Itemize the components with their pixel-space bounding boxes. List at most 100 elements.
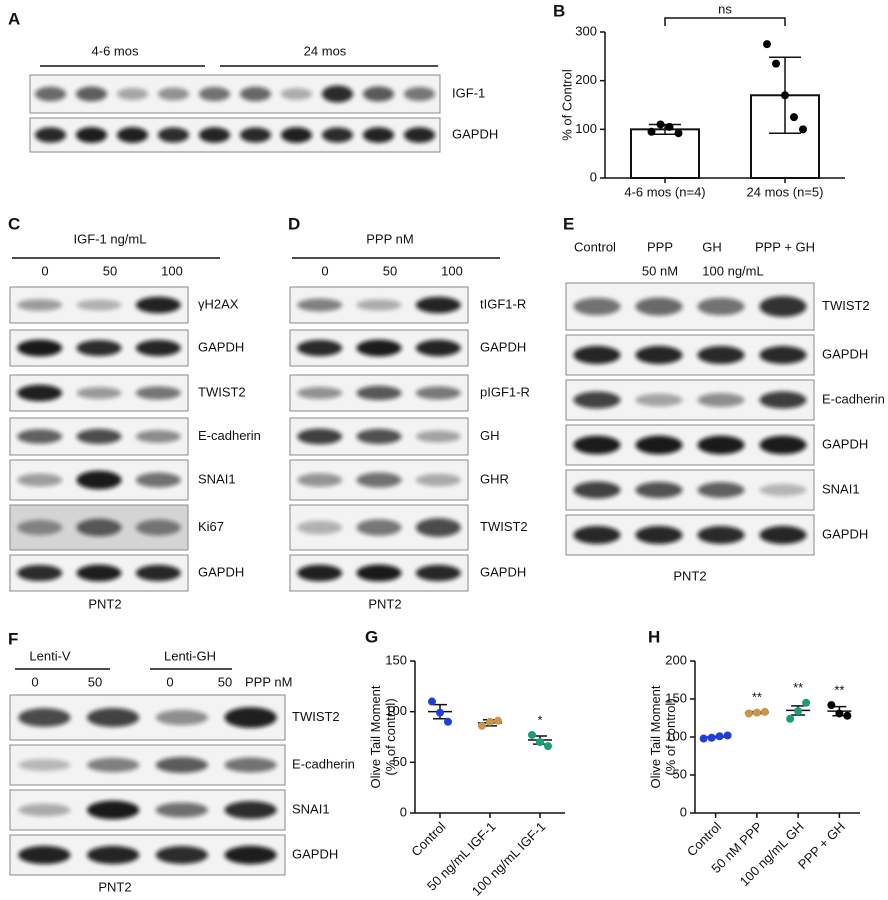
band bbox=[635, 481, 683, 499]
group-label: Lenti-V bbox=[29, 648, 71, 663]
data-point bbox=[799, 125, 807, 134]
band bbox=[759, 435, 807, 455]
band bbox=[759, 391, 807, 409]
band bbox=[87, 707, 140, 728]
panel-letter: F bbox=[8, 629, 18, 648]
band bbox=[635, 345, 683, 365]
band bbox=[17, 473, 63, 487]
blot-label: E-cadherin bbox=[822, 391, 885, 406]
lane-title: PPP nM bbox=[245, 674, 292, 689]
blot-label: TWIST2 bbox=[822, 298, 870, 313]
band bbox=[759, 346, 807, 364]
band bbox=[157, 127, 190, 143]
blot-label: E-cadherin bbox=[198, 428, 261, 443]
band bbox=[135, 386, 181, 400]
band bbox=[239, 127, 272, 143]
data-point bbox=[794, 707, 803, 716]
band bbox=[17, 339, 63, 357]
data-point bbox=[428, 697, 436, 706]
band bbox=[75, 127, 108, 143]
panel-letter: H bbox=[648, 627, 660, 646]
band bbox=[635, 393, 683, 407]
band bbox=[759, 296, 807, 317]
band bbox=[415, 473, 461, 487]
band bbox=[321, 85, 354, 103]
band bbox=[116, 127, 149, 143]
lane-label: PPP bbox=[647, 239, 673, 254]
data-point bbox=[528, 730, 536, 739]
band bbox=[18, 803, 71, 817]
blot-label: SNAI1 bbox=[198, 471, 236, 486]
ns-bracket bbox=[664, 17, 786, 26]
panel-letter: B bbox=[553, 1, 565, 20]
panel-letter: G bbox=[365, 627, 378, 646]
band bbox=[76, 428, 122, 445]
group-label: 24 mos bbox=[304, 43, 347, 58]
blot-label: GAPDH bbox=[822, 346, 868, 361]
blot-label: SNAI1 bbox=[292, 801, 330, 816]
significance-label: ** bbox=[752, 689, 762, 704]
band bbox=[116, 87, 149, 101]
blot-label: SNAI1 bbox=[822, 481, 860, 496]
lane-label: PPP + GH bbox=[755, 239, 815, 254]
data-point bbox=[707, 733, 716, 742]
blot-label: GAPDH bbox=[480, 564, 526, 579]
lane-label: 0 bbox=[31, 674, 38, 689]
group-label: 4-6 mos bbox=[92, 43, 139, 58]
y-tick-label: 50 bbox=[393, 754, 407, 769]
lane-sublabel: 100 ng/mL bbox=[702, 263, 763, 278]
band bbox=[297, 520, 343, 535]
data-point bbox=[536, 738, 544, 747]
band bbox=[76, 564, 122, 582]
blot-label: GAPDH bbox=[198, 564, 244, 579]
band bbox=[403, 86, 436, 102]
band bbox=[224, 845, 277, 865]
band bbox=[198, 127, 231, 143]
lane-label: 50 bbox=[383, 263, 397, 278]
band bbox=[18, 708, 71, 727]
data-point bbox=[763, 40, 771, 49]
band bbox=[573, 391, 621, 409]
data-point bbox=[772, 59, 780, 68]
x-tick-label: 24 mos (n=5) bbox=[747, 184, 824, 199]
y-tick-label: 0 bbox=[680, 804, 687, 819]
y-tick-label: 150 bbox=[665, 690, 687, 705]
band bbox=[17, 299, 63, 311]
data-point bbox=[835, 709, 844, 718]
band bbox=[297, 386, 343, 400]
blot-label: Ki67 bbox=[198, 519, 224, 534]
cell-line: PNT2 bbox=[98, 879, 131, 894]
band bbox=[697, 482, 745, 498]
y-tick-label: 200 bbox=[665, 652, 687, 667]
y-tick-label: 0 bbox=[590, 169, 597, 184]
blot-label: pIGF1-R bbox=[480, 384, 530, 399]
band bbox=[356, 472, 402, 488]
blot-label: GAPDH bbox=[292, 846, 338, 861]
x-tick-label: 4-6 mos (n=4) bbox=[624, 184, 705, 199]
blot-label: GAPDH bbox=[452, 126, 498, 141]
y-tick-label: 100 bbox=[665, 728, 687, 743]
band bbox=[76, 387, 122, 399]
data-point bbox=[802, 698, 811, 707]
blot-label: TWIST2 bbox=[480, 519, 528, 534]
band bbox=[356, 519, 402, 536]
y-axis-label: Olive Tail Moment bbox=[648, 685, 663, 788]
band bbox=[135, 296, 181, 314]
band bbox=[362, 127, 395, 143]
lane-label: 100 bbox=[441, 263, 463, 278]
blot-label: TWIST2 bbox=[198, 384, 246, 399]
panel-letter: E bbox=[563, 214, 574, 233]
significance-label: ** bbox=[834, 683, 844, 698]
lane-label: 50 bbox=[103, 263, 117, 278]
band bbox=[297, 298, 343, 312]
band bbox=[573, 345, 621, 365]
data-point bbox=[827, 701, 836, 710]
band bbox=[297, 564, 343, 582]
band bbox=[356, 428, 402, 445]
lane-label: 0 bbox=[321, 263, 328, 278]
band bbox=[224, 801, 277, 819]
data-point bbox=[723, 731, 732, 740]
data-point bbox=[674, 129, 683, 138]
data-point bbox=[478, 721, 486, 730]
y-tick-label: 100 bbox=[385, 703, 407, 718]
